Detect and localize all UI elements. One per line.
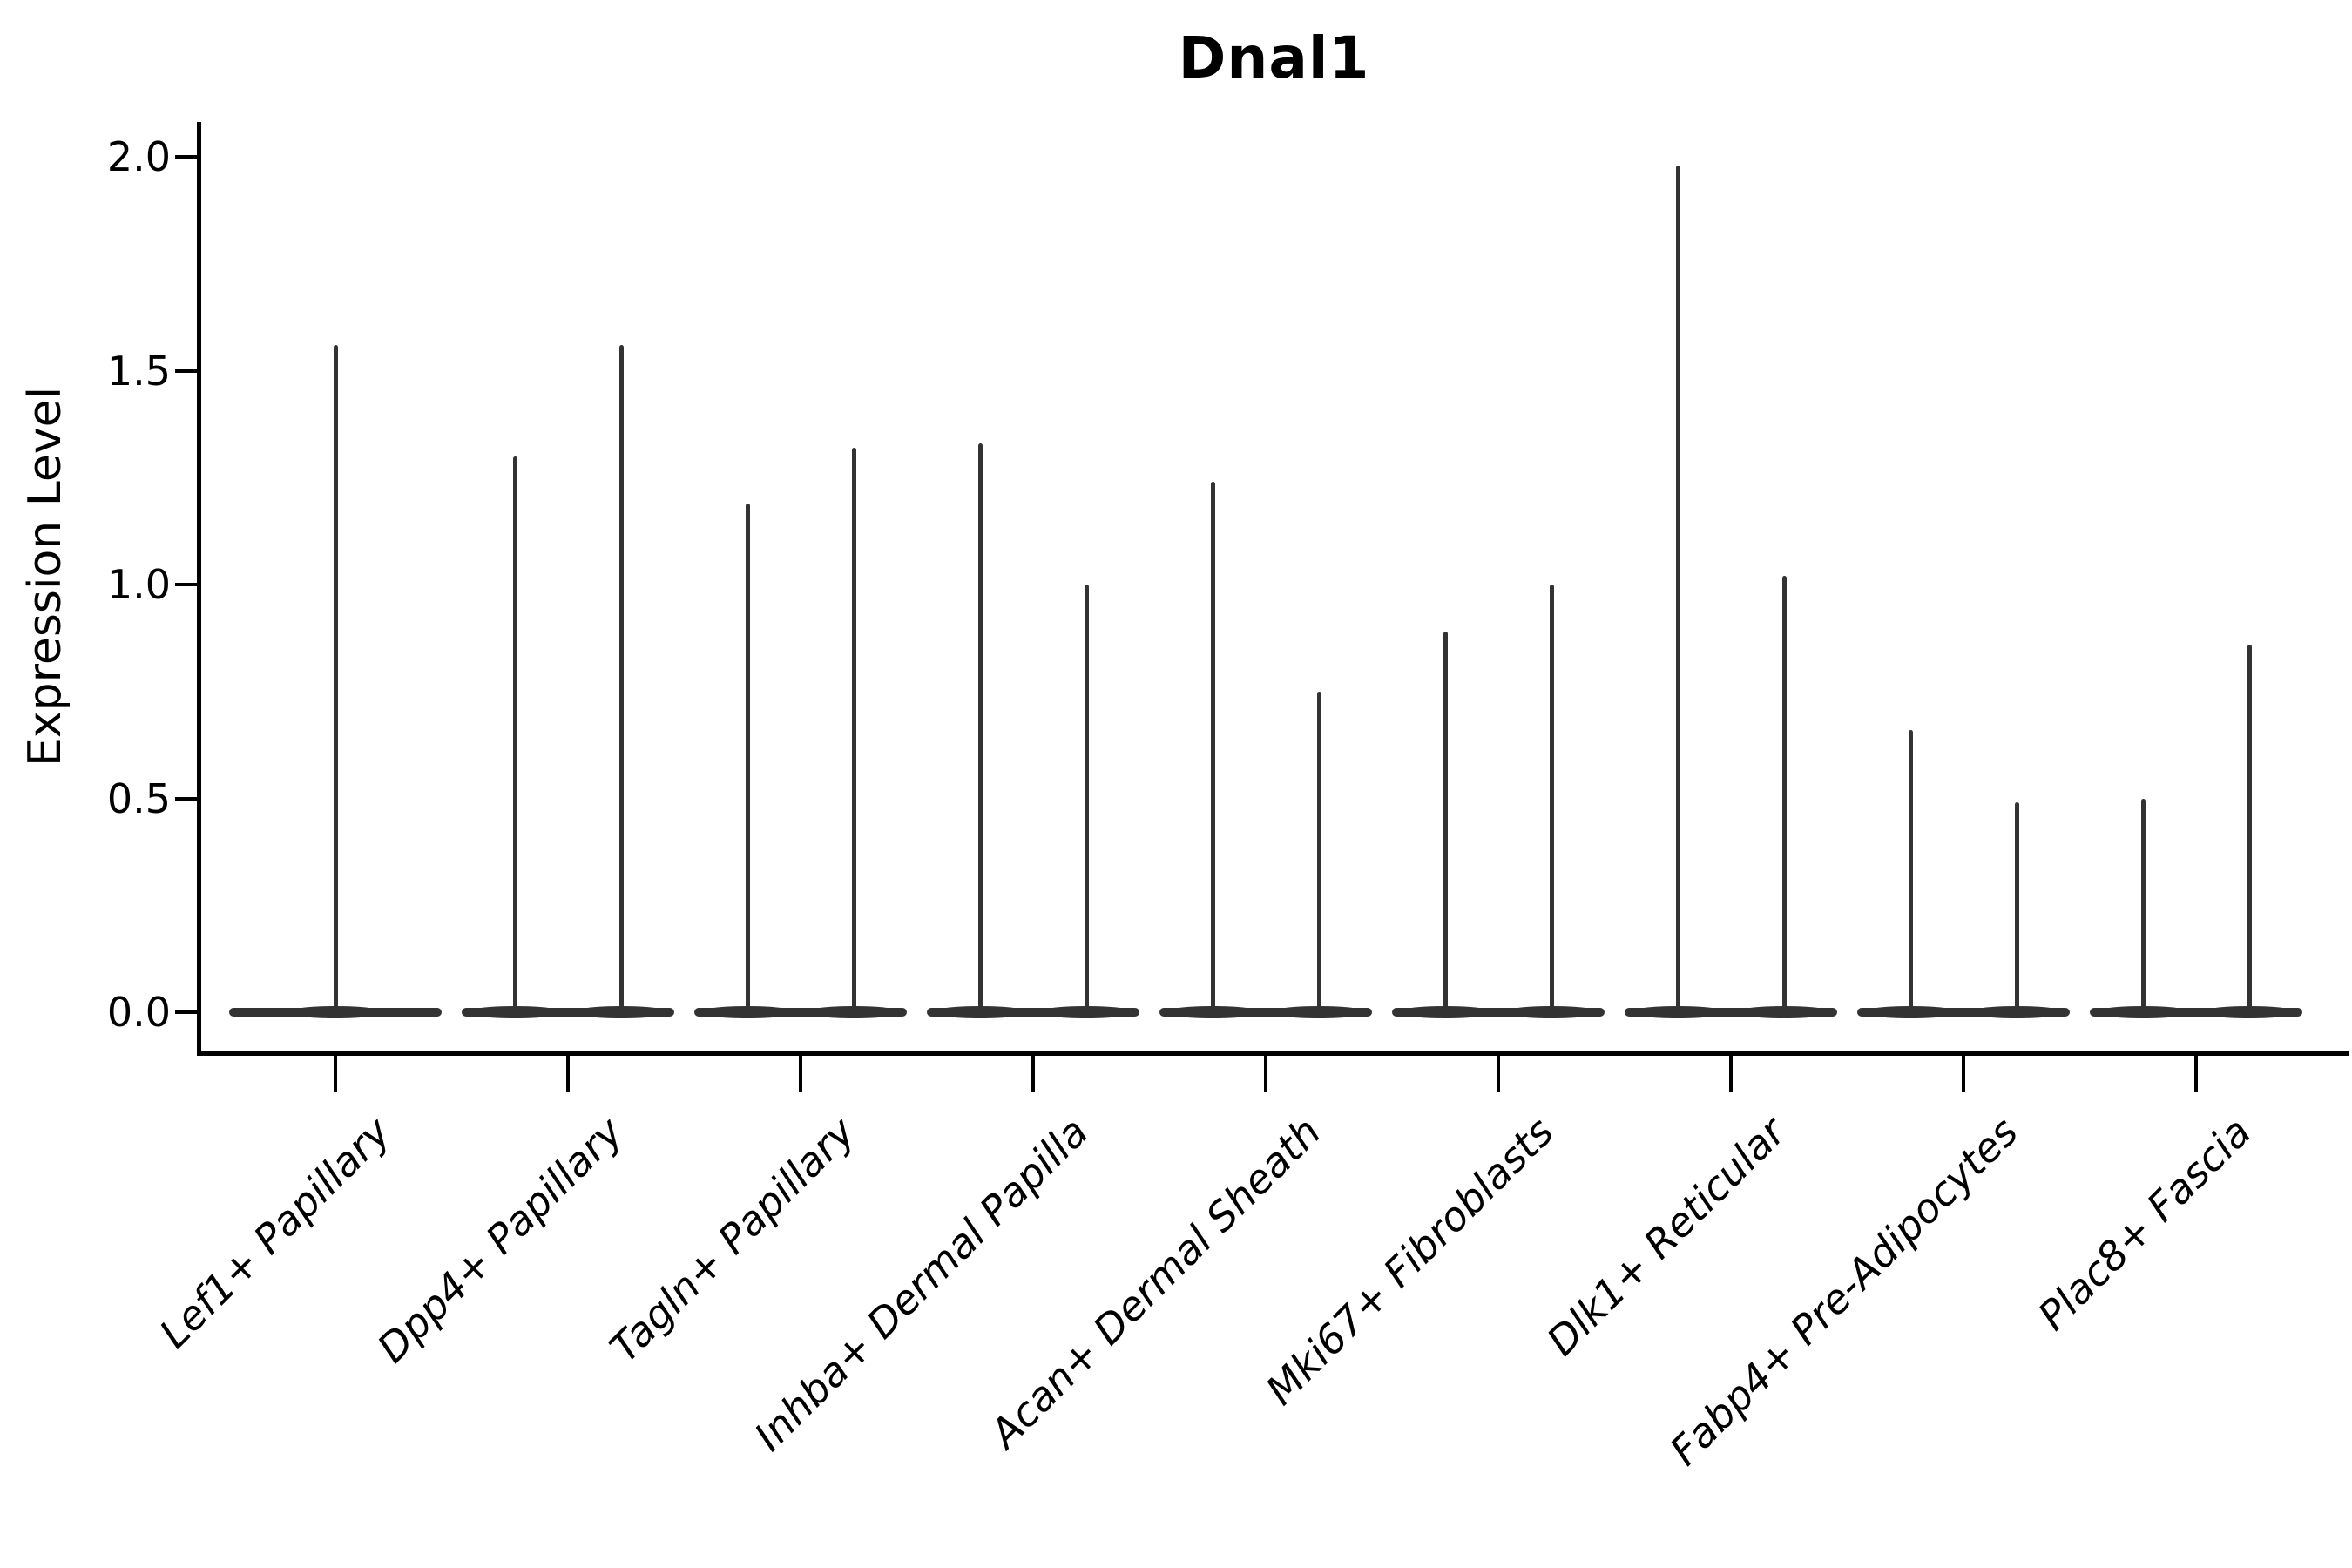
y-tick-label: 1.0 xyxy=(106,561,171,608)
y-tick-label: 2.0 xyxy=(106,133,171,180)
y-tick xyxy=(175,368,197,373)
chart-title: Dnal1 xyxy=(1178,24,1370,91)
violin-spike xyxy=(1316,691,1321,1016)
violin-spike xyxy=(1781,576,1787,1016)
y-tick-label: 0.5 xyxy=(106,774,171,822)
violin-baseline xyxy=(1857,1008,2070,1017)
x-tick xyxy=(799,1056,802,1092)
violin-spike xyxy=(1210,482,1215,1016)
violin-spike xyxy=(333,345,338,1016)
x-tick xyxy=(1031,1056,1035,1092)
x-tick-label: Tagln+ Papillary xyxy=(600,1108,865,1372)
x-tick-label: Dpp4+ Papillary xyxy=(368,1108,632,1372)
y-tick-label: 1.5 xyxy=(106,347,171,395)
x-axis-spine xyxy=(197,1051,2349,1056)
x-tick xyxy=(1729,1056,1733,1092)
x-tick xyxy=(334,1056,337,1092)
violin-spike xyxy=(1908,729,1913,1016)
violin-spike xyxy=(1443,632,1448,1016)
y-tick xyxy=(175,796,197,801)
violin-spike xyxy=(512,456,517,1016)
x-tick-label: Plac8+ Fascia xyxy=(2028,1108,2261,1340)
violin-baseline xyxy=(462,1008,674,1017)
violin-spike xyxy=(1549,585,1554,1016)
violin-spike xyxy=(745,503,750,1016)
y-tick xyxy=(175,1010,197,1014)
x-tick xyxy=(1962,1056,1965,1092)
violin-spike xyxy=(618,345,624,1016)
violin-spike xyxy=(2247,644,2252,1016)
violin-baseline xyxy=(927,1008,1139,1017)
x-tick xyxy=(1497,1056,1500,1092)
violin-baseline xyxy=(694,1008,907,1017)
x-tick xyxy=(566,1056,570,1092)
violin-spike xyxy=(977,443,983,1016)
x-tick-label: Lef1+ Papillary xyxy=(150,1108,400,1357)
y-tick-label: 0.0 xyxy=(106,989,171,1036)
x-tick-label: Dlk1+ Reticular xyxy=(1538,1108,1795,1365)
x-tick xyxy=(2194,1056,2198,1092)
y-tick xyxy=(175,155,197,159)
violin-spike xyxy=(1675,165,1680,1016)
violin-baseline xyxy=(1392,1008,1605,1017)
violin-spike xyxy=(2140,798,2146,1016)
y-tick xyxy=(175,583,197,586)
y-axis-spine xyxy=(197,122,201,1056)
violin-spike xyxy=(851,447,856,1016)
violin-baseline xyxy=(1625,1008,1837,1017)
violin-spike xyxy=(2014,802,2019,1016)
x-tick xyxy=(1264,1056,1267,1092)
violin-spike xyxy=(1084,585,1089,1016)
violin-baseline xyxy=(1159,1008,1372,1017)
violin-baseline xyxy=(2090,1008,2302,1017)
